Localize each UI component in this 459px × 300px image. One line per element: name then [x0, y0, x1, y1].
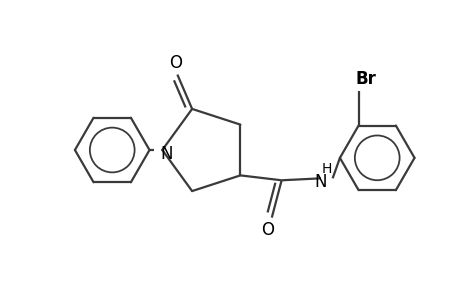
Text: H: H [321, 161, 331, 176]
Text: N: N [160, 145, 172, 163]
Text: N: N [314, 173, 326, 191]
Text: O: O [168, 54, 182, 72]
Text: O: O [261, 221, 274, 239]
Text: Br: Br [354, 70, 375, 88]
